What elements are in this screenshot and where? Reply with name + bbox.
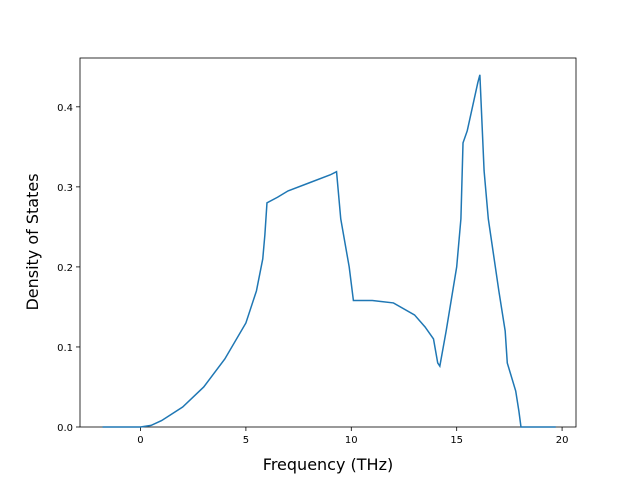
plot-frame — [79, 57, 577, 428]
y-tick-label: 0.2 — [57, 263, 73, 274]
y-tick-label: 0.4 — [57, 103, 73, 114]
x-tick-label: 5 — [243, 435, 249, 446]
x-tick-label: 0 — [137, 435, 143, 446]
y-axis-label: Density of States — [23, 173, 42, 310]
line-series — [102, 74, 556, 428]
y-tick-label: 0.1 — [57, 343, 73, 354]
x-tick-label: 20 — [556, 435, 569, 446]
x-axis-label: Frequency (THz) — [263, 455, 393, 474]
y-tick-label: 0.3 — [57, 183, 73, 194]
y-tick-label: 0.0 — [57, 423, 73, 434]
x-tick-label: 10 — [345, 435, 358, 446]
x-tick-label: 15 — [450, 435, 463, 446]
